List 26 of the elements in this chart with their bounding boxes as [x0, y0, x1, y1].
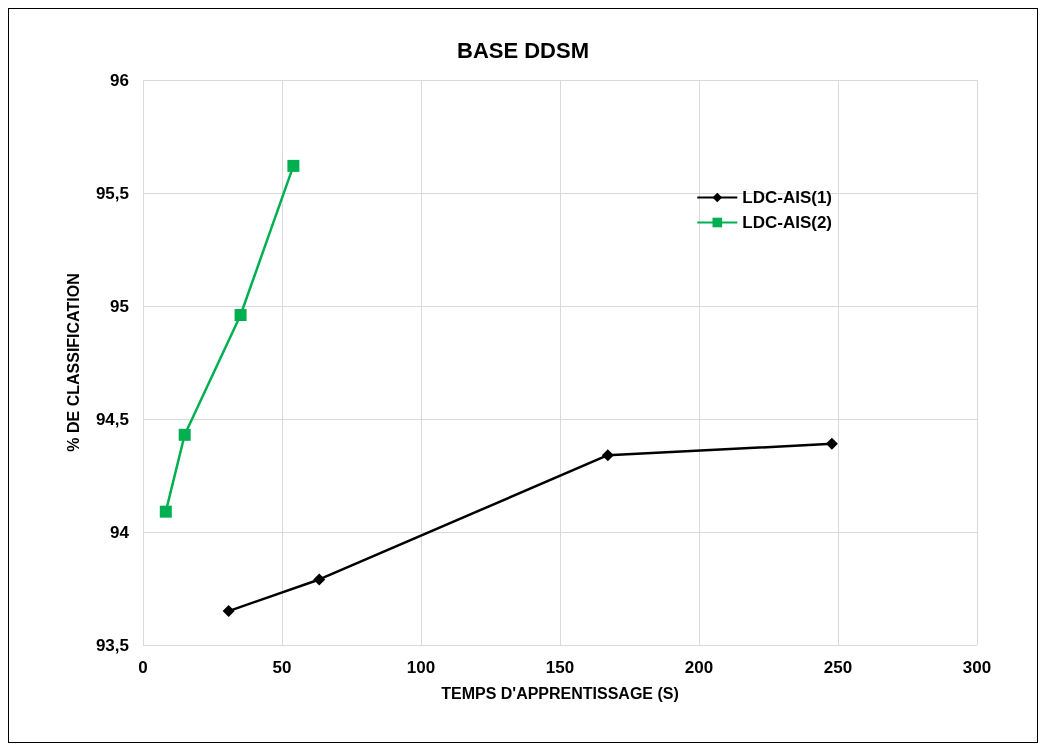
x-tick-label: 0 [138, 658, 148, 677]
point [178, 428, 191, 441]
point [825, 437, 838, 450]
y-tick-label: 94,5 [95, 409, 129, 429]
point [159, 505, 172, 518]
y-tick-label: 95,5 [95, 183, 129, 203]
point [601, 449, 614, 462]
x-tick-label: 300 [962, 658, 992, 677]
point [234, 309, 247, 322]
chart-title: BASE DDSM [456, 37, 590, 63]
legend-label: LDC-AIS(2) [742, 213, 832, 232]
y-tick-label: 94 [110, 522, 130, 542]
y-tick-label: 93,5 [95, 635, 129, 655]
x-tick-label: 100 [406, 658, 436, 677]
y-axis-title: % DE CLASSIFICATION [64, 273, 82, 452]
x-tick-label: 200 [684, 658, 714, 677]
y-tick-label: 96 [110, 70, 129, 90]
x-axis-title: TEMPS D'APPRENTISSAGE (S) [441, 684, 679, 702]
point [313, 573, 326, 586]
x-tick-label: 150 [545, 658, 575, 677]
legend-label: LDC-AIS(1) [742, 188, 832, 207]
x-tick-label: 50 [272, 658, 292, 677]
y-tick-label: 95 [110, 296, 129, 316]
x-tick-label: 250 [823, 658, 853, 677]
point [287, 159, 300, 172]
point [222, 605, 235, 618]
